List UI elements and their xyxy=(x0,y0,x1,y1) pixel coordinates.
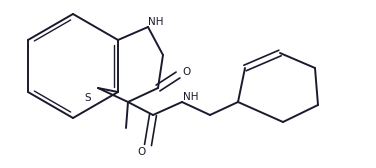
Text: O: O xyxy=(182,67,190,77)
Text: NH: NH xyxy=(148,17,164,27)
Text: NH: NH xyxy=(183,92,199,102)
Text: O: O xyxy=(138,147,146,157)
Text: S: S xyxy=(85,93,91,103)
